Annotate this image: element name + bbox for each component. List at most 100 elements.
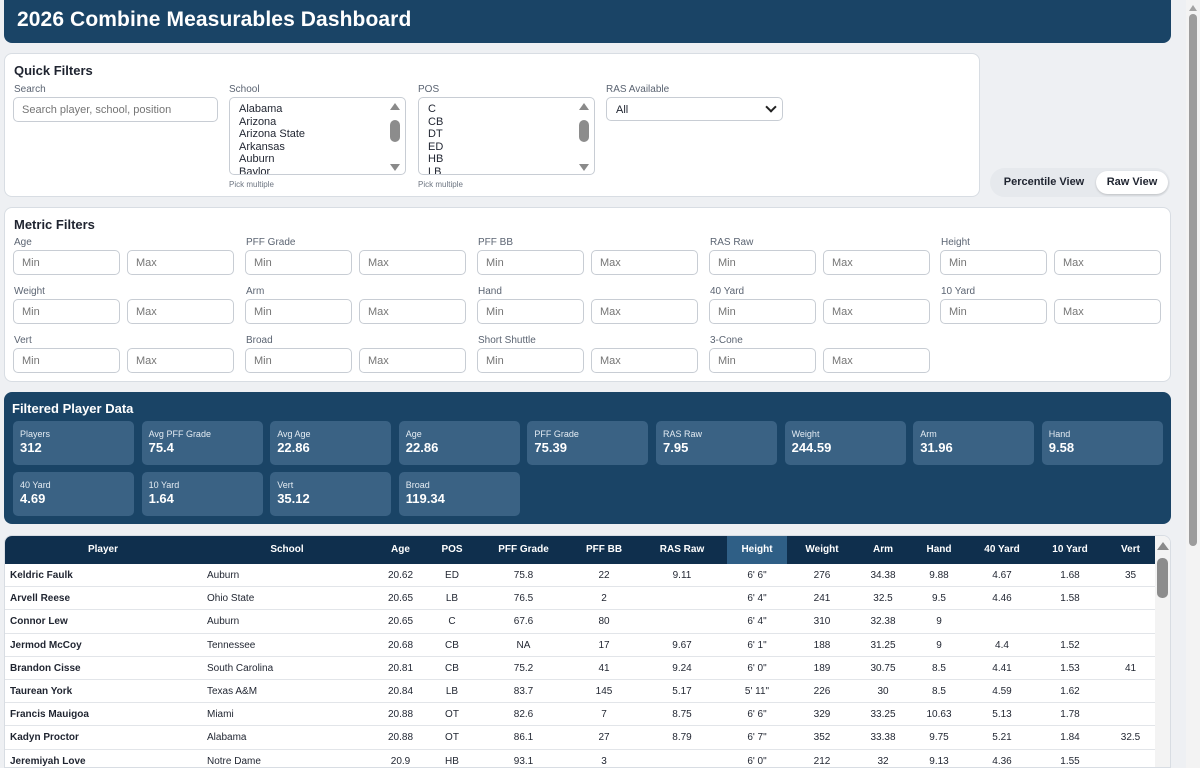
- 40-yard-min-input[interactable]: [709, 299, 816, 324]
- column-header-age[interactable]: Age: [391, 544, 410, 555]
- pos-option[interactable]: HB: [428, 153, 444, 166]
- column-header-hand[interactable]: Hand: [926, 544, 952, 555]
- broad-min-input[interactable]: [245, 348, 352, 373]
- scroll-up-icon[interactable]: [1157, 542, 1169, 550]
- 10-yard-min-input[interactable]: [940, 299, 1047, 324]
- cell-10-yard: 1.68: [1060, 570, 1080, 581]
- raw-view-button[interactable]: Raw View: [1096, 171, 1168, 194]
- school-label: School: [229, 84, 260, 95]
- pff-bb-min-input[interactable]: [477, 250, 584, 275]
- column-header-pff-grade[interactable]: PFF Grade: [498, 544, 549, 555]
- age-max-input[interactable]: [127, 250, 234, 275]
- cell-height: 5' 11": [744, 686, 770, 697]
- weight-filter-label: Weight: [14, 286, 45, 297]
- weight-max-input[interactable]: [127, 299, 234, 324]
- cell-10-yard: 1.78: [1060, 709, 1080, 721]
- weight-min-input[interactable]: [13, 299, 120, 324]
- stat-label: 10 Yard: [148, 480, 180, 490]
- ras-raw-min-input[interactable]: [709, 250, 816, 275]
- column-header-height[interactable]: Height: [727, 536, 787, 564]
- table-row[interactable]: Connor Lew Auburn 20.65 C 67.6 80 6' 4" 310 32.3…: [5, 610, 1156, 634]
- school-option[interactable]: Baylor: [239, 165, 271, 175]
- pff-grade-max-input[interactable]: [359, 250, 466, 275]
- height-max-input[interactable]: [1054, 250, 1161, 275]
- height-min-input[interactable]: [940, 250, 1047, 275]
- column-header-40-yard[interactable]: 40 Yard: [984, 544, 1020, 555]
- filtered-player-data-panel: Filtered Player Data Players 312 Avg PFF G…: [4, 392, 1171, 524]
- scrollbar-thumb[interactable]: [1189, 14, 1197, 546]
- school-option[interactable]: Arkansas: [239, 140, 285, 153]
- cell-arm: 30.75: [870, 662, 896, 674]
- column-header-school[interactable]: School: [270, 544, 304, 555]
- pos-option[interactable]: LB: [428, 165, 442, 175]
- table-row[interactable]: Kadyn Proctor Alabama 20.88 OT 86.1 27 8.79 6' …: [5, 726, 1156, 750]
- table-scrollbar[interactable]: [1155, 536, 1170, 767]
- cell-hand: 8.5: [932, 662, 946, 674]
- search-input[interactable]: [13, 97, 218, 122]
- column-header-10-yard[interactable]: 10 Yard: [1052, 544, 1088, 555]
- column-header-pff-bb[interactable]: PFF BB: [585, 544, 623, 555]
- 3-cone-min-input[interactable]: [709, 348, 816, 373]
- table-row[interactable]: Keldric Faulk Auburn 20.62 ED 75.8 22 9.11 6' 6…: [5, 564, 1156, 588]
- pos-option[interactable]: ED: [428, 140, 444, 153]
- column-header-weight[interactable]: Weight: [805, 544, 839, 555]
- short-shuttle-max-input[interactable]: [591, 348, 698, 373]
- player-data-table: Player School Age POS PFF Grade PFF BB RAS Raw…: [4, 535, 1171, 768]
- column-header-arm[interactable]: Arm: [872, 544, 893, 555]
- hand-min-input[interactable]: [477, 299, 584, 324]
- age-min-input[interactable]: [13, 250, 120, 275]
- school-list-scrollbar[interactable]: [389, 102, 401, 172]
- table-row[interactable]: Jeremiyah Love Notre Dame 20.9 HB 93.1 3 6' 0"…: [5, 750, 1156, 767]
- cell-pff-bb: 22: [598, 570, 610, 581]
- school-option[interactable]: Arizona State: [239, 128, 306, 141]
- hand-max-input[interactable]: [591, 299, 698, 324]
- table-row[interactable]: Jermod McCoy Tennessee 20.68 CB NA 17 9.67 6' 1…: [5, 634, 1156, 657]
- pff-bb-max-input[interactable]: [591, 250, 698, 275]
- table-row[interactable]: Arvell Reese Ohio State 20.65 LB 76.5 2 6' 4" 2…: [5, 587, 1156, 611]
- cell-pff-grade: 67.6: [513, 616, 534, 628]
- vert-min-input[interactable]: [13, 348, 120, 373]
- ras-available-select[interactable]: All: [606, 97, 783, 121]
- cell-hand: 9.13: [929, 755, 949, 767]
- pos-list-scrollbar[interactable]: [578, 102, 590, 172]
- stat-label: RAS Raw: [663, 429, 703, 439]
- pff-grade-min-input[interactable]: [245, 250, 352, 275]
- cell-pff-grade: 82.6: [513, 709, 534, 721]
- 3-cone-max-input[interactable]: [823, 348, 930, 373]
- cell-hand: 8.5: [932, 686, 946, 697]
- pos-option[interactable]: CB: [428, 115, 444, 128]
- short-shuttle-min-input[interactable]: [477, 348, 584, 373]
- 10-yard-max-input[interactable]: [1054, 299, 1161, 324]
- school-option[interactable]: Auburn: [239, 153, 275, 166]
- arm-max-input[interactable]: [359, 299, 466, 324]
- school-option[interactable]: Arizona: [239, 115, 277, 128]
- table-scrollbar-thumb[interactable]: [1157, 558, 1168, 598]
- 40-yard-max-input[interactable]: [823, 299, 930, 324]
- pos-option[interactable]: DT: [428, 128, 443, 141]
- column-header-vert[interactable]: Vert: [1121, 544, 1140, 555]
- page-scrollbar[interactable]: [1186, 0, 1200, 768]
- scroll-up-icon[interactable]: [1189, 5, 1197, 11]
- pos-option[interactable]: C: [428, 103, 436, 115]
- table-row[interactable]: Francis Mauigoa Miami 20.88 OT 82.6 7 8.75 6' 6…: [5, 703, 1156, 727]
- school-option[interactable]: Alabama: [239, 103, 283, 115]
- column-header-player[interactable]: Player: [87, 544, 119, 555]
- cell-10-yard: 1.53: [1060, 662, 1080, 674]
- column-header-pos[interactable]: POS: [441, 544, 463, 555]
- cell-ras-raw: 9.11: [672, 570, 692, 581]
- cell-10-yard: 1.62: [1060, 686, 1080, 697]
- school-multiselect[interactable]: Alabama Arizona Arizona State Arkansas Aubur…: [229, 97, 406, 175]
- stat-value: 1.64: [148, 491, 174, 506]
- cell-40-yard: 4.59: [992, 686, 1012, 697]
- column-header-ras-raw[interactable]: RAS Raw: [659, 544, 705, 555]
- table-row[interactable]: Brandon Cisse South Carolina 20.81 CB 75.2 41…: [5, 657, 1156, 680]
- vert-max-input[interactable]: [127, 348, 234, 373]
- table-row[interactable]: Taurean York Texas A&M 20.84 LB 83.7 145 5.17 5…: [5, 680, 1156, 704]
- broad-max-input[interactable]: [359, 348, 466, 373]
- arm-min-input[interactable]: [245, 299, 352, 324]
- ras-raw-max-input[interactable]: [823, 250, 930, 275]
- stat-card-avg-pff-grade: Avg PFF Grade 75.4: [141, 421, 263, 465]
- percentile-view-button[interactable]: Percentile View: [1003, 176, 1085, 188]
- pos-label: POS: [418, 84, 440, 95]
- pos-multiselect[interactable]: C CB DT ED HB LB: [418, 97, 595, 175]
